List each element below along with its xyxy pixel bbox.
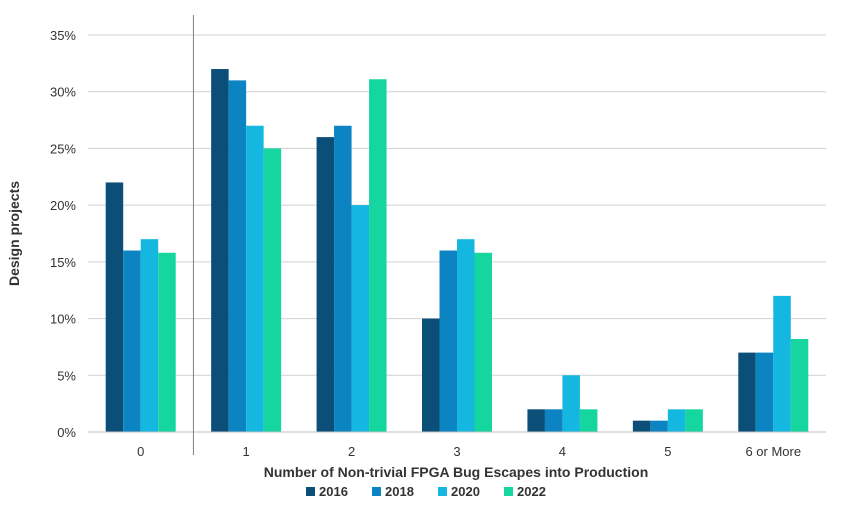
y-tick-label: 15% (50, 255, 76, 270)
legend-item: 2018 (372, 484, 414, 499)
y-axis-tick-labels: 0% 5% 10% 15% 20% 25% 30% 35% (50, 28, 76, 440)
bar-2022 (369, 79, 387, 432)
bar-2022 (474, 252, 492, 432)
y-tick-label: 35% (50, 28, 76, 43)
bar-2020 (562, 375, 580, 432)
bar-group (316, 79, 387, 433)
bar-2016 (105, 182, 124, 432)
x-axis-title: Number of Non-trivial FPGA Bug Escapes i… (264, 464, 649, 480)
bar-2020 (246, 125, 264, 432)
bar-2020 (773, 295, 791, 432)
legend-swatch (438, 487, 447, 496)
bar-2016 (422, 318, 440, 432)
y-tick-label: 5% (57, 368, 76, 383)
bar-2016 (316, 137, 335, 433)
bar-series (105, 69, 809, 433)
bar-2020 (140, 239, 159, 432)
bar-2016 (738, 352, 756, 432)
legend-label: 2022 (517, 484, 546, 499)
legend-item: 2020 (438, 484, 480, 499)
bar-2018 (544, 409, 563, 432)
bar-2018 (755, 352, 774, 432)
legend-label: 2018 (385, 484, 414, 499)
bar-group (105, 182, 176, 432)
legend-item: 2022 (504, 484, 546, 499)
y-axis-title: Design projects (6, 181, 22, 286)
bar-2020 (667, 409, 686, 432)
bar-group (738, 295, 809, 432)
bar-2020 (457, 239, 475, 432)
x-tick-label: 2 (348, 444, 355, 459)
legend-item: 2016 (306, 484, 348, 499)
x-tick-label: 0 (137, 444, 144, 459)
bar-2018 (650, 420, 668, 432)
y-tick-label: 20% (50, 198, 76, 213)
y-tick-label: 10% (50, 312, 76, 327)
bar-2018 (228, 80, 247, 432)
bar-group (632, 409, 703, 432)
bar-2018 (334, 125, 352, 432)
legend-swatch (372, 487, 381, 496)
bar-2022 (579, 409, 598, 432)
y-tick-label: 0% (57, 425, 76, 440)
bar-2022 (158, 252, 176, 432)
bar-group (211, 69, 282, 433)
y-tick-label: 25% (50, 141, 76, 156)
bar-group (527, 375, 598, 432)
bar-2016 (527, 409, 545, 432)
legend-label: 2016 (319, 484, 348, 499)
bar-2022 (790, 338, 809, 432)
bar-2020 (351, 205, 370, 432)
y-tick-label: 30% (50, 85, 76, 100)
x-tick-label: 1 (243, 444, 250, 459)
legend-label: 2020 (451, 484, 480, 499)
bar-2022 (685, 409, 703, 432)
bar-2018 (439, 250, 457, 432)
legend-swatch (306, 487, 315, 496)
bar-2018 (123, 250, 141, 432)
bar-group (422, 239, 492, 432)
legend: 2016 2018 2020 2022 (306, 484, 546, 499)
x-tick-label: 5 (664, 444, 671, 459)
x-tick-label: 3 (453, 444, 460, 459)
legend-swatch (504, 487, 513, 496)
x-tick-label: 4 (559, 444, 566, 459)
x-tick-label: 6 or More (745, 444, 801, 459)
bar-2016 (211, 69, 229, 433)
bar-2022 (263, 148, 282, 432)
x-axis-tick-labels: 0 1 2 3 4 5 6 or More (137, 444, 801, 459)
bar-2016 (632, 420, 651, 432)
